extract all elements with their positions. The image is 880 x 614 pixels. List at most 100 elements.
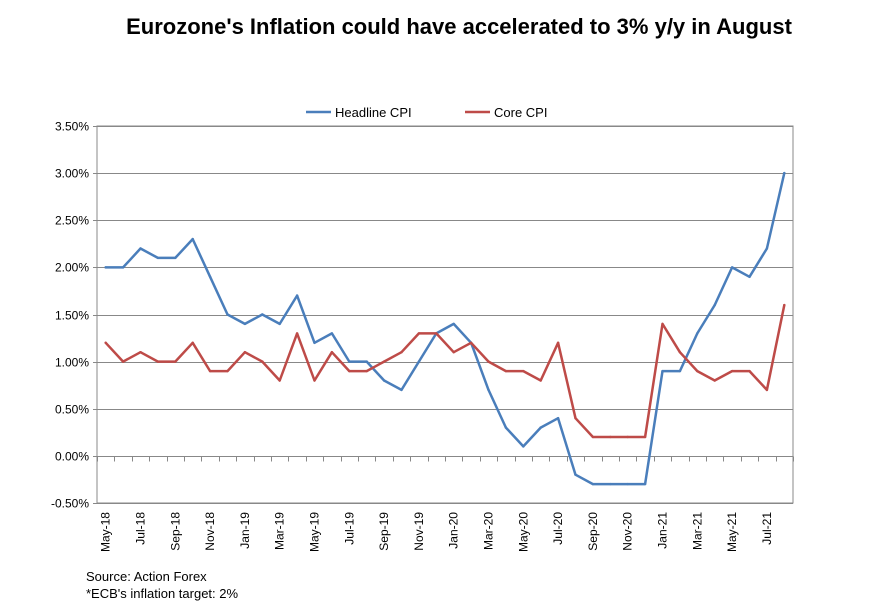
data-point-core-cpi bbox=[139, 351, 142, 354]
x-tick-label: Jan-20 bbox=[447, 512, 461, 549]
x-tick-label: Sep-19 bbox=[377, 512, 391, 551]
x-tick-label: May-21 bbox=[725, 512, 739, 552]
data-point-core-cpi bbox=[348, 369, 351, 373]
data-point-core-cpi bbox=[556, 341, 560, 344]
y-tick-label: 3.00% bbox=[55, 167, 89, 181]
series-line-core-cpi bbox=[104, 303, 786, 439]
plot-area bbox=[96, 125, 794, 504]
data-point-headline-cpi bbox=[487, 388, 490, 392]
x-tick-label: Sep-18 bbox=[168, 512, 182, 551]
data-point-headline-cpi bbox=[278, 322, 281, 326]
data-point-core-cpi bbox=[382, 360, 386, 363]
data-point-core-cpi bbox=[365, 369, 368, 373]
data-point-headline-cpi bbox=[591, 482, 595, 486]
data-point-headline-cpi bbox=[313, 341, 316, 344]
legend-label: Core CPI bbox=[494, 105, 547, 120]
data-point-headline-cpi bbox=[643, 482, 647, 486]
data-point-core-cpi bbox=[591, 435, 595, 439]
y-tick-label: 0.50% bbox=[55, 403, 89, 417]
data-point-core-cpi bbox=[730, 369, 734, 373]
data-point-headline-cpi bbox=[696, 332, 699, 335]
data-point-headline-cpi bbox=[330, 332, 334, 335]
x-tick-label: Jan-21 bbox=[656, 512, 670, 549]
data-point-headline-cpi bbox=[208, 275, 212, 278]
data-point-headline-cpi bbox=[139, 247, 142, 250]
data-point-core-cpi bbox=[678, 351, 682, 354]
data-point-headline-cpi bbox=[539, 426, 542, 429]
data-point-headline-cpi bbox=[295, 294, 299, 297]
data-point-core-cpi bbox=[539, 379, 542, 382]
legend-label: Headline CPI bbox=[335, 105, 412, 120]
x-tick-label: Jul-18 bbox=[134, 512, 148, 545]
data-point-core-cpi bbox=[156, 360, 160, 363]
data-point-headline-cpi bbox=[783, 171, 786, 175]
y-tick-label: 2.00% bbox=[55, 261, 89, 275]
data-point-headline-cpi bbox=[678, 369, 682, 373]
data-point-headline-cpi bbox=[243, 322, 247, 326]
x-tick-label: Nov-19 bbox=[412, 512, 426, 551]
data-point-core-cpi bbox=[417, 332, 421, 335]
series-line-headline-cpi bbox=[104, 171, 786, 486]
x-tick-label: Nov-18 bbox=[203, 512, 217, 551]
data-point-headline-cpi bbox=[121, 266, 125, 269]
data-point-headline-cpi bbox=[156, 256, 160, 260]
data-point-core-cpi bbox=[104, 341, 107, 344]
data-point-core-cpi bbox=[435, 332, 438, 335]
x-tick-label: May-19 bbox=[308, 512, 322, 552]
data-point-headline-cpi bbox=[661, 369, 664, 373]
data-point-core-cpi bbox=[748, 369, 751, 373]
data-point-headline-cpi bbox=[730, 266, 734, 269]
data-point-core-cpi bbox=[661, 322, 664, 326]
data-point-core-cpi bbox=[226, 369, 229, 373]
data-point-headline-cpi bbox=[748, 275, 751, 278]
data-point-core-cpi bbox=[174, 360, 177, 363]
y-tick-label: 2.50% bbox=[55, 214, 89, 228]
data-point-headline-cpi bbox=[713, 303, 716, 307]
data-point-core-cpi bbox=[243, 351, 247, 354]
y-tick-label: -0.50% bbox=[51, 497, 89, 511]
x-tick-label: May-20 bbox=[516, 512, 530, 552]
data-point-core-cpi bbox=[330, 351, 334, 354]
data-point-headline-cpi bbox=[261, 313, 264, 316]
data-point-core-cpi bbox=[713, 379, 716, 382]
x-tick-label: Jan-19 bbox=[238, 512, 252, 549]
x-tick-label: Mar-20 bbox=[482, 512, 496, 550]
data-point-core-cpi bbox=[400, 351, 403, 354]
data-point-core-cpi bbox=[191, 341, 194, 344]
data-point-core-cpi bbox=[208, 369, 212, 373]
x-tick-label: Jul-20 bbox=[551, 512, 565, 545]
data-point-headline-cpi bbox=[174, 256, 177, 260]
x-tick-label: Sep-20 bbox=[586, 512, 600, 551]
data-point-core-cpi bbox=[765, 388, 769, 392]
data-point-core-cpi bbox=[609, 435, 612, 439]
data-point-headline-cpi bbox=[556, 417, 560, 420]
data-point-core-cpi bbox=[783, 303, 786, 307]
x-tick-label: Mar-21 bbox=[690, 512, 704, 550]
data-point-core-cpi bbox=[261, 360, 264, 363]
data-point-core-cpi bbox=[121, 360, 125, 363]
data-point-core-cpi bbox=[487, 360, 490, 363]
x-tick-label: Jul-19 bbox=[342, 512, 356, 545]
data-point-core-cpi bbox=[278, 379, 281, 382]
data-point-core-cpi bbox=[626, 435, 629, 439]
data-point-core-cpi bbox=[643, 435, 647, 439]
data-point-headline-cpi bbox=[382, 379, 386, 382]
x-tick-label: Mar-19 bbox=[273, 512, 287, 550]
y-tick-label: 0.00% bbox=[55, 450, 89, 464]
chart-title: Eurozone's Inflation could have accelera… bbox=[126, 14, 792, 39]
x-tick-label: Jul-21 bbox=[760, 512, 774, 545]
data-point-core-cpi bbox=[295, 332, 299, 335]
data-point-headline-cpi bbox=[417, 360, 421, 363]
data-point-core-cpi bbox=[452, 351, 455, 354]
data-point-headline-cpi bbox=[191, 237, 194, 241]
data-point-core-cpi bbox=[696, 369, 699, 373]
data-point-headline-cpi bbox=[522, 445, 525, 448]
y-tick-label: 3.50% bbox=[55, 120, 89, 134]
target-note: *ECB's inflation target: 2% bbox=[86, 586, 239, 601]
data-point-headline-cpi bbox=[400, 388, 403, 392]
y-tick-label: 1.00% bbox=[55, 356, 89, 370]
data-point-headline-cpi bbox=[452, 322, 455, 326]
data-point-headline-cpi bbox=[765, 247, 769, 250]
data-point-headline-cpi bbox=[104, 266, 107, 269]
data-point-headline-cpi bbox=[504, 426, 508, 429]
